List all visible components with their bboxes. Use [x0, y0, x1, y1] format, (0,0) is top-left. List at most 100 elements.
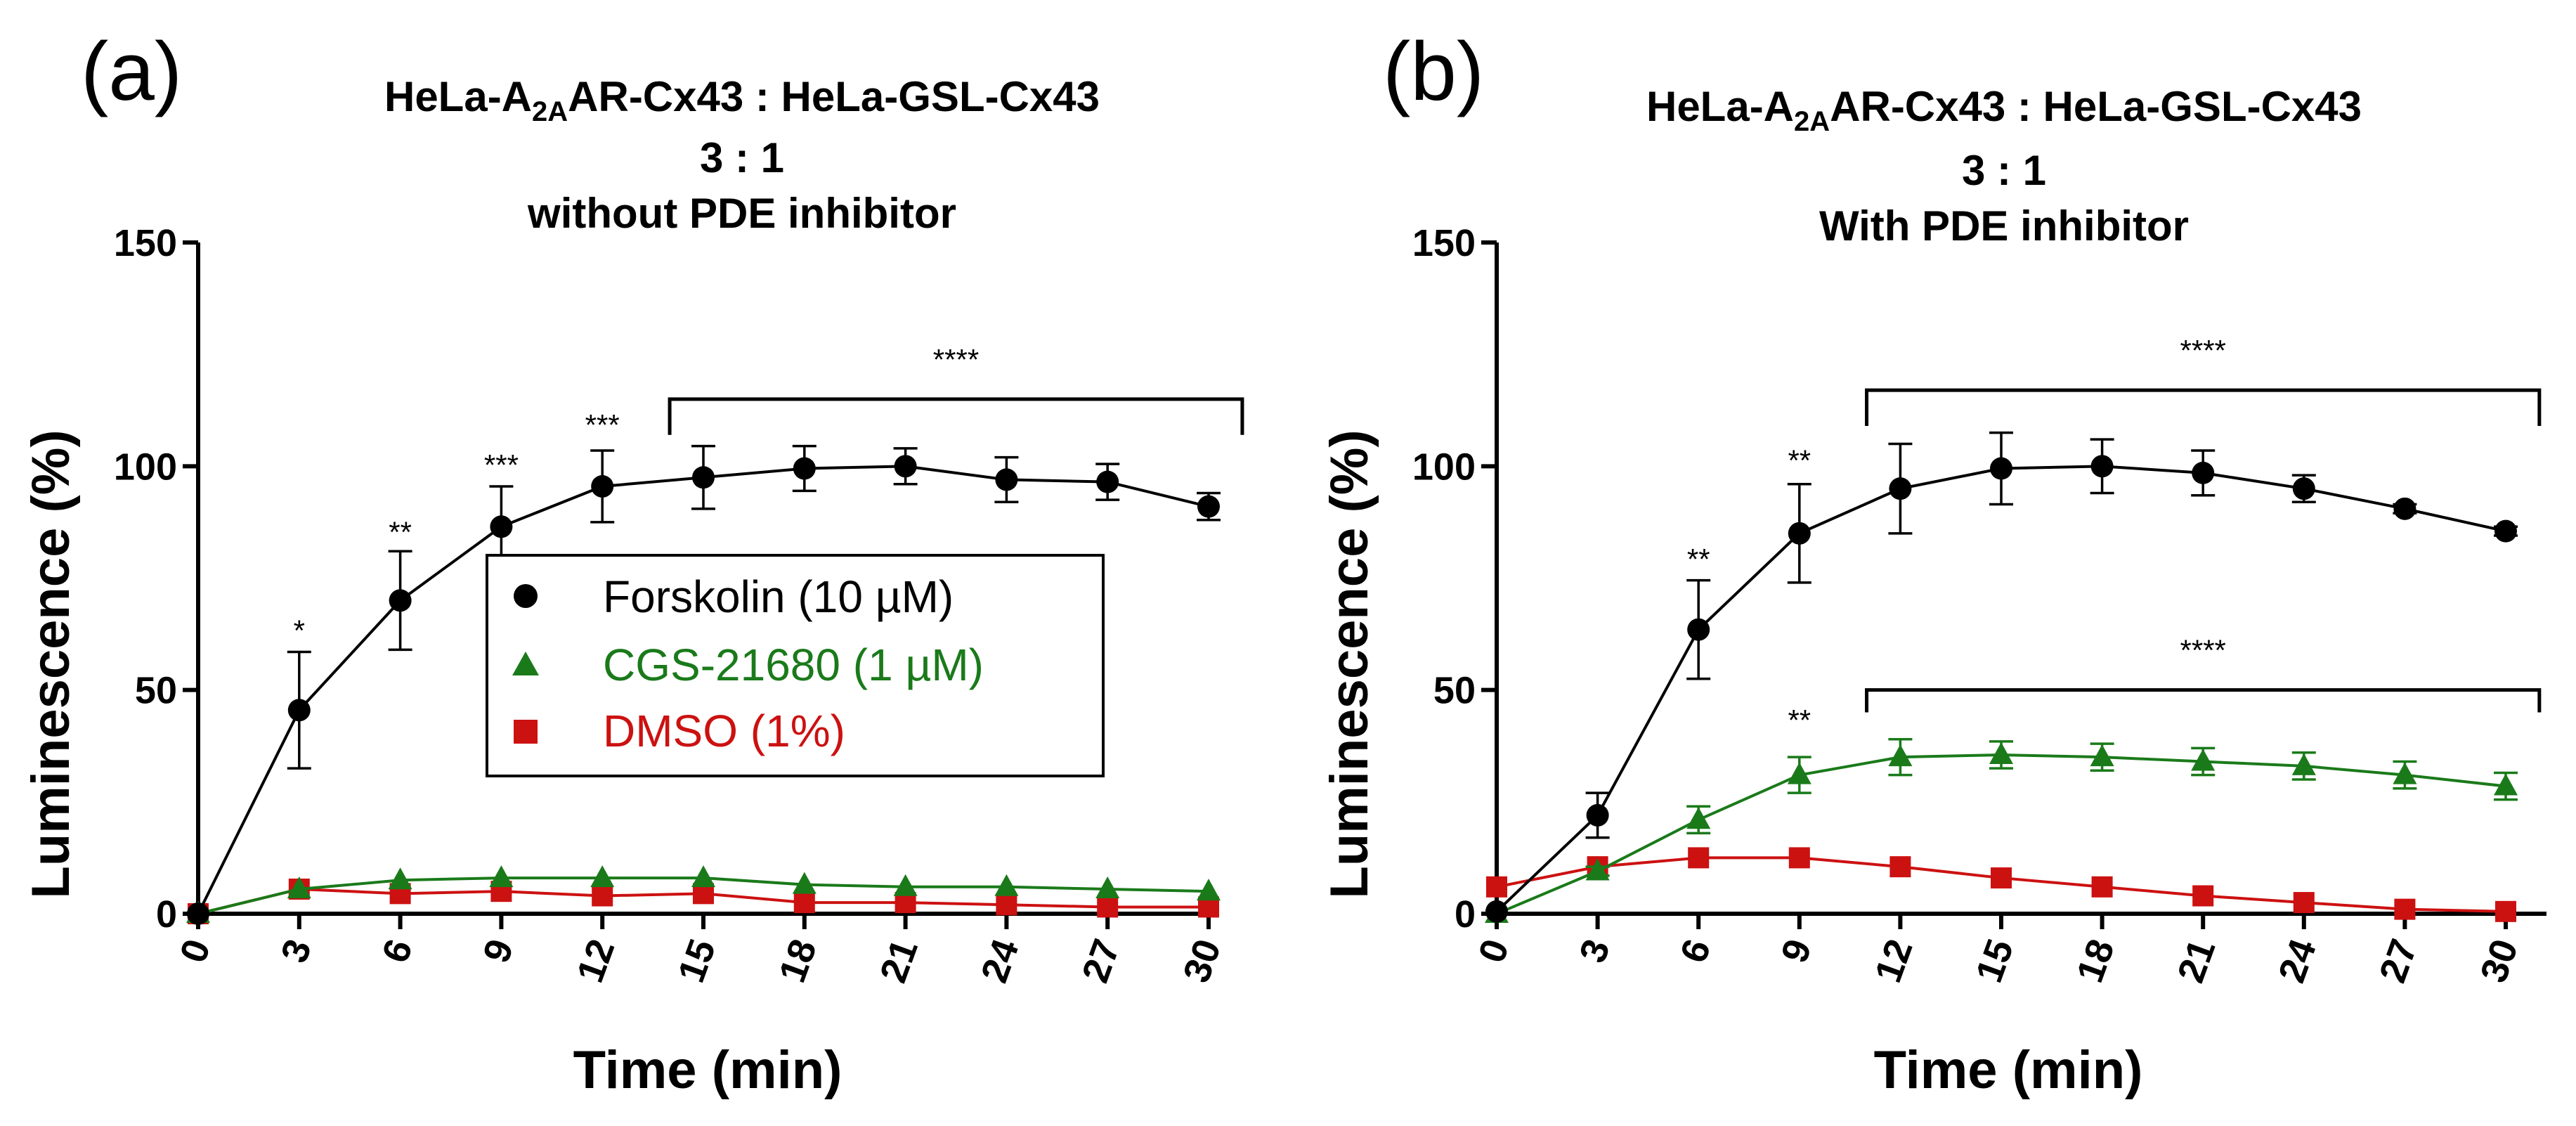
y-tick-label: 50	[1433, 670, 1476, 712]
series-forskolin-point	[995, 468, 1018, 491]
panel-b-plot: **************	[1485, 334, 2542, 923]
panel-a-title-subscript: 2A	[532, 96, 568, 127]
legend-cgs-label: CGS-21680 (1 µM)	[603, 640, 984, 690]
series-dmso-point	[2394, 898, 2416, 920]
series-dmso-point	[1486, 876, 1507, 898]
panel-a-label: (a)	[81, 25, 182, 118]
y-tick-label: 100	[1412, 446, 1476, 488]
series-cgs-point	[792, 872, 817, 894]
panel-a-y-axis-title: Luminescence (%)	[21, 429, 81, 898]
series-forskolin-point	[1990, 457, 2012, 480]
series-cgs-point	[1787, 762, 1811, 784]
panel-b-title-line1: HeLa-A2AAR-Cx43 : HeLa-GSL-Cx43	[1646, 83, 2362, 137]
panel-b-title-part1: HeLa-A	[1646, 83, 1794, 130]
panel-a: (a) HeLa-A2AAR-Cx43 : HeLa-GSL-Cx43 3 : …	[21, 25, 1244, 1100]
significance-bracket-label: ****	[2180, 634, 2226, 667]
series-forskolin-point	[793, 457, 816, 480]
significance-bracket	[1865, 388, 2542, 427]
series-cgs-point	[1989, 742, 2013, 764]
series-forskolin-point	[287, 699, 311, 722]
panel-a-title-part2: AR-Cx43 : HeLa-GSL-Cx43	[568, 73, 1100, 120]
series-cgs-point	[2191, 749, 2216, 771]
series-cgs-point	[1888, 744, 1913, 767]
series-forskolin-point	[2192, 461, 2215, 484]
series-cgs-point	[691, 865, 715, 888]
series-dmso-point	[2293, 892, 2315, 914]
series-forskolin-point	[389, 589, 412, 612]
panel-b-label: (b)	[1383, 25, 1484, 118]
series-dmso-point	[1889, 856, 1911, 878]
series-cgs-point	[1095, 876, 1120, 898]
series-dmso-point	[2192, 885, 2214, 907]
series-cgs-point	[2090, 744, 2114, 767]
series-dmso-point	[2091, 876, 2113, 898]
series-cgs-point	[893, 874, 918, 896]
series-dmso-point	[1788, 847, 1810, 869]
y-tick-label: 0	[1455, 893, 1476, 936]
series-dmso-point	[592, 885, 613, 907]
legend-forskolin-marker	[514, 584, 538, 608]
series-cgs-point	[1686, 807, 1711, 829]
series-cgs-point	[388, 867, 412, 890]
series-forskolin-point	[187, 902, 209, 925]
significance-label: **	[389, 516, 412, 549]
legend-box	[486, 554, 1105, 777]
series-forskolin-point	[2090, 455, 2114, 478]
series-forskolin-point	[1096, 470, 1119, 493]
series-forskolin-point	[1788, 522, 1811, 545]
panel-a-legend: Forskolin (10 µM) CGS-21680 (1 µM) DMSO …	[486, 554, 1105, 777]
y-tick-label: 0	[156, 893, 177, 936]
panel-a-title-part1: HeLa-A	[384, 73, 532, 120]
significance-label: *	[294, 614, 305, 647]
significance-bracket	[1865, 688, 2542, 713]
series-forskolin-point	[2393, 497, 2416, 520]
series-forskolin-point	[692, 466, 715, 489]
series-forskolin-point	[2292, 477, 2315, 500]
series-cgs-point	[1197, 879, 1221, 901]
significance-label: **	[1687, 543, 1710, 576]
series-forskolin-point	[591, 474, 614, 498]
y-tick-label: 100	[114, 446, 177, 488]
legend-dmso-marker	[514, 720, 538, 744]
significance-bracket-label: ****	[2180, 334, 2226, 367]
significance-bracket	[668, 397, 1244, 435]
significance-label: **	[1788, 444, 1811, 477]
series-cgs-point	[994, 874, 1019, 896]
series-forskolin-point	[2494, 519, 2517, 543]
panel-a-title-line1: HeLa-A2AAR-Cx43 : HeLa-GSL-Cx43	[384, 73, 1100, 127]
series-dmso-point	[996, 894, 1017, 916]
legend-forskolin-label: Forskolin (10 µM)	[603, 571, 954, 622]
series-forskolin-point	[1889, 477, 1912, 500]
legend-dmso-label: DMSO (1%)	[603, 706, 845, 756]
y-tick-label: 50	[135, 670, 177, 712]
series-dmso-point	[1991, 867, 2012, 889]
panel-a-x-axis-title: Time (min)	[573, 1040, 843, 1100]
series-cgs-point	[2291, 753, 2316, 775]
series-cgs-point	[287, 876, 311, 898]
series-cgs-point	[489, 865, 514, 888]
legend-cgs-marker	[512, 652, 539, 675]
y-tick-label: 150	[114, 222, 177, 264]
series-forskolin-point	[1586, 803, 1609, 827]
panel-a-plot: *************	[186, 343, 1244, 925]
series-forskolin-point	[1485, 900, 1508, 923]
panel-b-title-subscript: 2A	[1794, 106, 1830, 137]
significance-label: **	[1788, 704, 1811, 737]
series-dmso-point	[793, 892, 815, 914]
panel-b-y-axis-title: Luminescence (%)	[1320, 429, 1379, 898]
series-dmso-point	[1097, 896, 1119, 918]
series-cgs-point	[1585, 858, 1610, 881]
significance-label: ***	[585, 408, 620, 441]
series-forskolin-point	[1197, 495, 1220, 518]
panel-b-title-part2: AR-Cx43 : HeLa-GSL-Cx43	[1830, 83, 2362, 130]
series-forskolin-point	[894, 455, 917, 478]
panel-a-title-line3: without PDE inhibitor	[527, 190, 956, 237]
panel-b-title-line3: With PDE inhibitor	[1819, 202, 2189, 250]
series-cgs-point	[2494, 773, 2518, 796]
series-cgs-point	[590, 865, 615, 888]
y-tick-label: 150	[1412, 222, 1476, 264]
series-cgs-point	[2393, 762, 2417, 784]
series-forskolin-point	[490, 515, 513, 538]
